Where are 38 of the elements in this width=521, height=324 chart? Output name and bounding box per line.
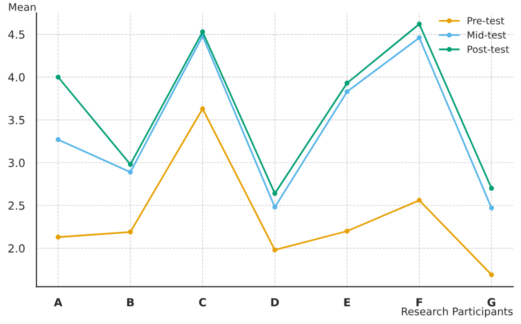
point xyxy=(56,234,61,240)
y-tick-label: 2.5 xyxy=(8,201,24,210)
point xyxy=(344,228,350,234)
point xyxy=(200,106,206,112)
point xyxy=(56,137,61,142)
legend-label: Pre-test xyxy=(468,17,504,24)
point xyxy=(128,230,133,234)
point xyxy=(200,29,206,34)
point xyxy=(489,272,494,278)
x-tick-label: B xyxy=(127,298,134,306)
x-tick-label: C xyxy=(199,298,206,306)
point xyxy=(489,206,494,210)
y-tick-label: 4.0 xyxy=(8,73,25,82)
x-tick-label: D xyxy=(271,298,279,306)
point xyxy=(272,248,278,252)
x-axis-title: Research Participants xyxy=(402,307,513,318)
point xyxy=(416,35,422,40)
point xyxy=(56,74,61,80)
point xyxy=(344,89,350,94)
y-tick-label: 4.5 xyxy=(8,30,24,39)
y-tick-label: 3.0 xyxy=(8,158,25,168)
x-tick-label: A xyxy=(54,298,62,306)
y-tick-label: 3.5 xyxy=(8,116,24,124)
x-tick-label: G xyxy=(488,298,496,306)
point xyxy=(416,198,422,203)
legend-label: Mid-test xyxy=(468,31,506,39)
point xyxy=(128,162,133,167)
x-tick-label: F xyxy=(416,298,422,306)
legend-label: Post-test xyxy=(468,46,510,53)
point xyxy=(128,170,133,175)
point xyxy=(272,204,278,210)
x-tick-label: E xyxy=(344,298,350,306)
point xyxy=(489,186,494,191)
y-axis-title: Mean xyxy=(9,3,36,11)
point xyxy=(344,80,350,86)
point xyxy=(416,22,422,27)
point xyxy=(272,191,278,196)
y-tick-label: 2.0 xyxy=(8,244,25,253)
